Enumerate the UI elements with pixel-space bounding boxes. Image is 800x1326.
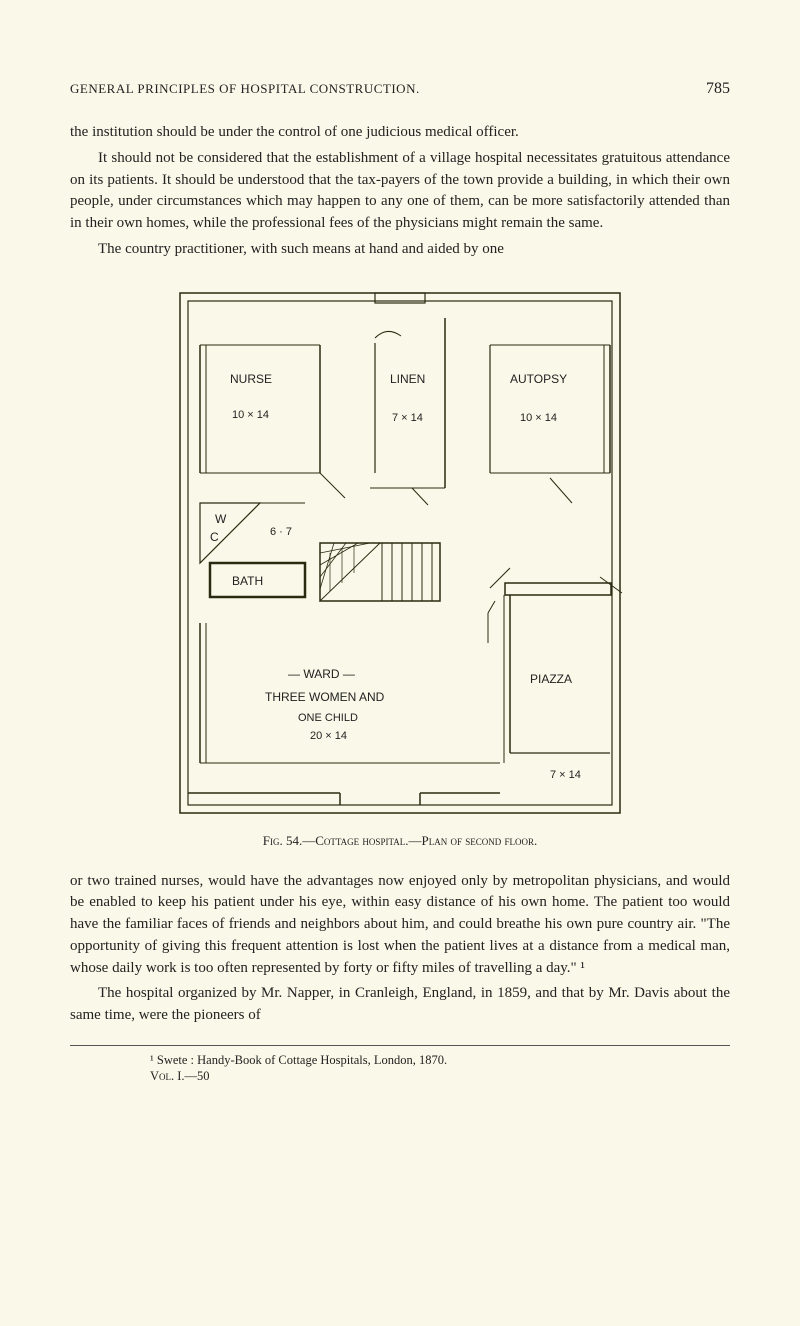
figure-caption: Fig. 54.—Cottage hospital.—Plan of secon… — [70, 833, 730, 849]
ward-sub: THREE WOMEN AND — [265, 690, 385, 704]
nurse-dim: 10 × 14 — [232, 409, 269, 421]
body-text-lower: or two trained nurses, would have the ad… — [70, 871, 730, 1027]
footnote-vol: Vol. I.—50 — [150, 1068, 730, 1084]
paragraph-2: It should not be considered that the est… — [70, 148, 730, 235]
bath-label: BATH — [232, 574, 263, 588]
page-number: 785 — [706, 80, 730, 98]
ward-label: — WARD — — [288, 667, 355, 681]
running-title: GENERAL PRINCIPLES OF HOSPITAL CONSTRUCT… — [70, 81, 420, 97]
wc-label-part2: C — [210, 530, 219, 544]
floorplan-diagram: W C 6 · 7 BATH — [170, 283, 630, 823]
wc-label-part1: W — [215, 512, 227, 526]
landing-dim: 6 · 7 — [270, 526, 292, 538]
paragraph-4: or two trained nurses, would have the ad… — [70, 871, 730, 980]
page-header: GENERAL PRINCIPLES OF HOSPITAL CONSTRUCT… — [70, 80, 730, 98]
floorplan-svg: W C 6 · 7 BATH — [170, 283, 630, 823]
autopsy-label: AUTOPSY — [510, 372, 567, 386]
piazza-label: PIAZZA — [530, 672, 572, 686]
piazza-dim: 7 × 14 — [550, 769, 581, 781]
nurse-label: NURSE — [230, 372, 272, 386]
body-text-upper: the institution should be under the cont… — [70, 122, 730, 261]
linen-label: LINEN — [390, 372, 425, 386]
linen-dim: 7 × 14 — [392, 412, 423, 424]
figure-caption-text: Fig. 54.—Cottage hospital.—Plan of secon… — [263, 833, 537, 848]
paragraph-3: The country practitioner, with such mean… — [70, 239, 730, 261]
autopsy-dim: 10 × 14 — [520, 412, 557, 424]
paragraph-1: the institution should be under the cont… — [70, 122, 730, 144]
paragraph-5: The hospital organized by Mr. Napper, in… — [70, 983, 730, 1027]
ward-dim: 20 × 14 — [310, 730, 347, 742]
ward-sub2: ONE CHILD — [298, 712, 358, 724]
footnote: ¹ Swete : Handy-Book of Cottage Hospital… — [70, 1045, 730, 1085]
footnote-text: ¹ Swete : Handy-Book of Cottage Hospital… — [150, 1052, 730, 1068]
